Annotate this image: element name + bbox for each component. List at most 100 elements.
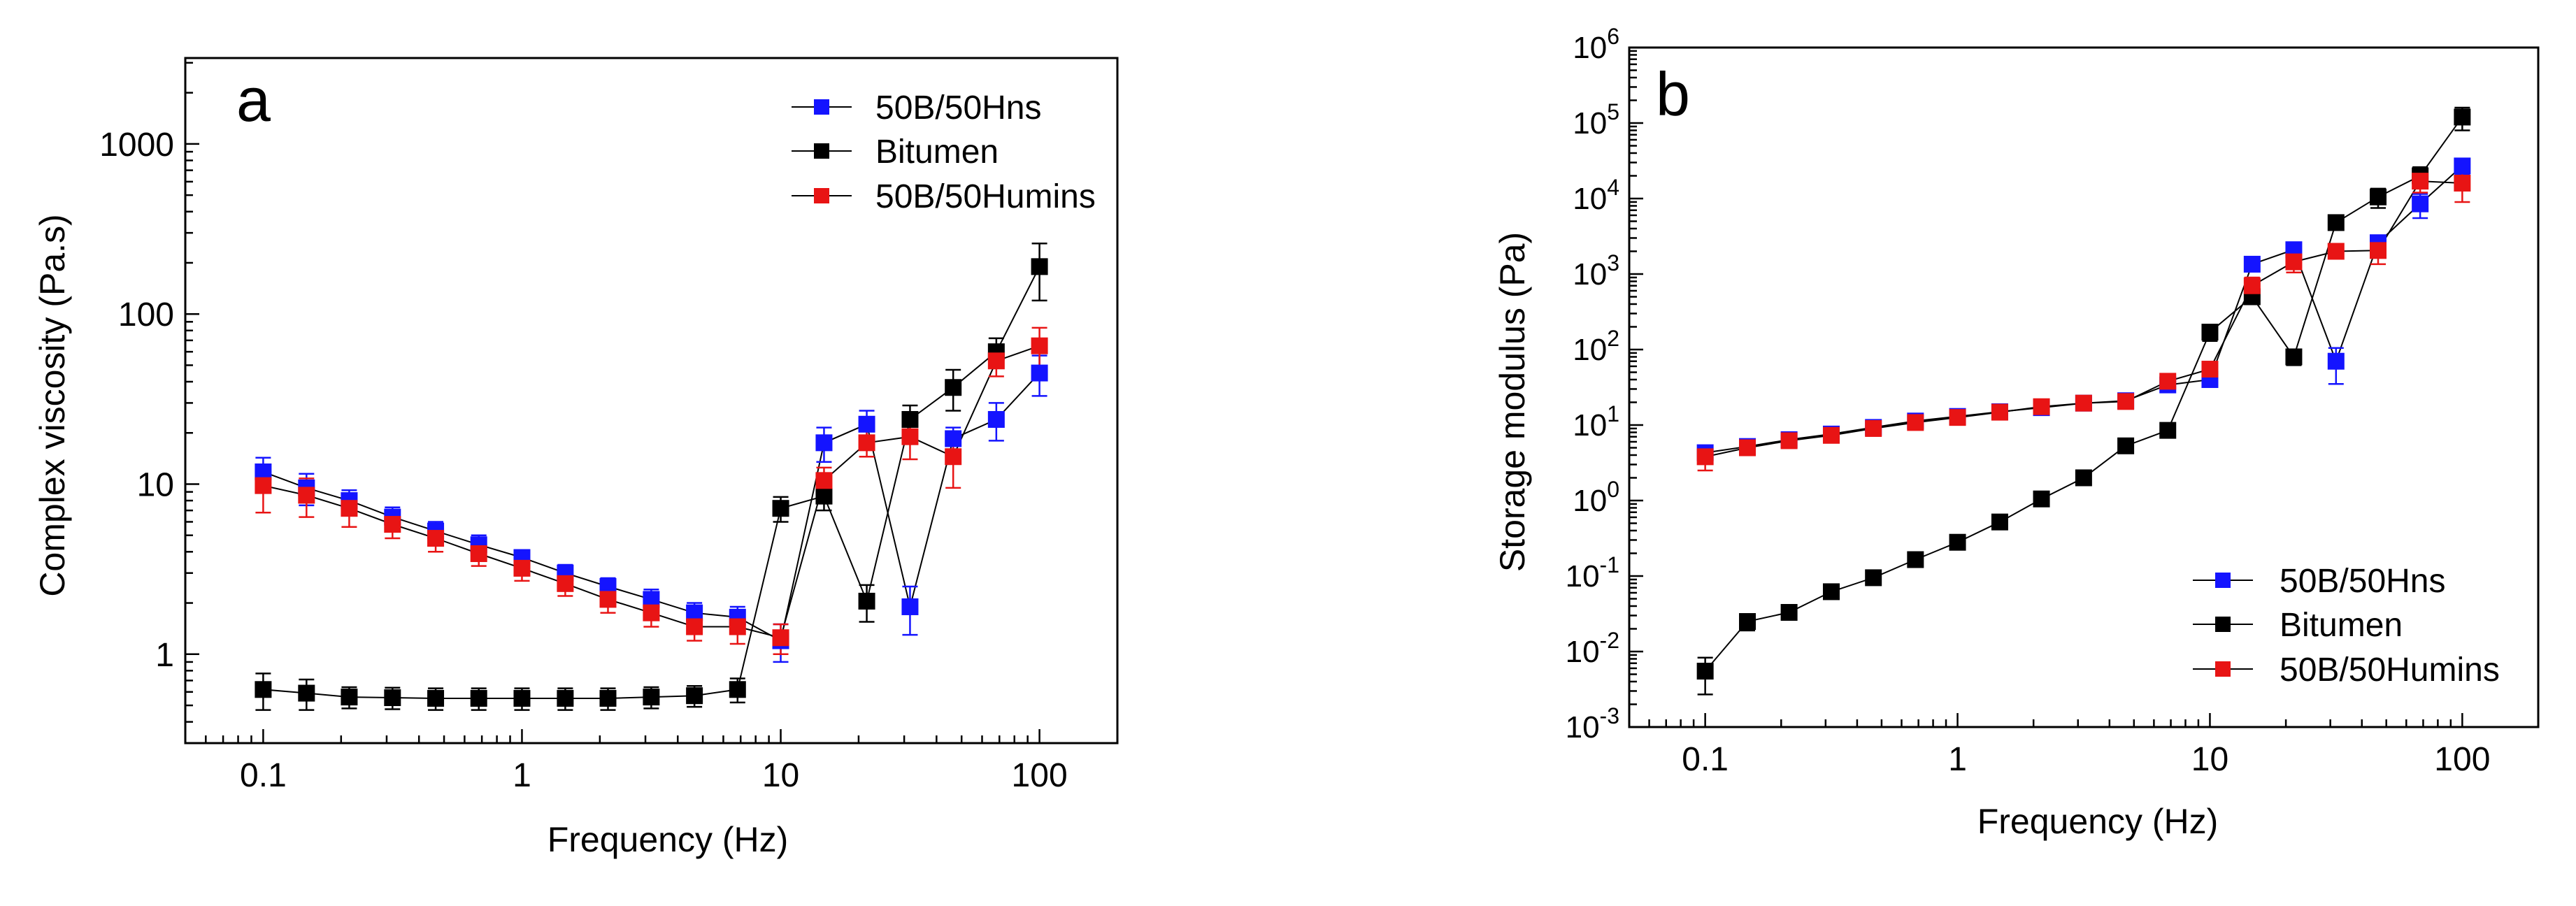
x-axis-label-a: Frequency (Hz) <box>548 820 789 859</box>
data-point-b-50b-50humins-9 <box>2075 394 2092 412</box>
y-tick-label-b-1: 10-2 <box>1566 628 1619 669</box>
data-point-b-50b-50humins-7 <box>1991 403 2008 421</box>
data-point-b-50b-50humins-2 <box>1780 432 1798 450</box>
y-tick-label-b-2: 10-1 <box>1566 552 1619 594</box>
legend-marker-a-50b-50hns <box>814 99 829 115</box>
y-tick-label-b-0: 10-3 <box>1566 703 1619 745</box>
data-point-a-bitumen-0 <box>255 681 272 698</box>
data-point-b-bitumen-0 <box>1696 663 1714 680</box>
legend-marker-b-50b-50humins <box>2215 661 2231 677</box>
data-point-a-50b-50hns-16 <box>945 430 962 447</box>
data-point-b-bitumen-6 <box>1949 533 1966 551</box>
y-axis-label-b: Storage modulus (Pa) <box>1493 232 1532 572</box>
data-point-a-bitumen-6 <box>513 689 531 707</box>
legend-label-a-50b-50humins: 50B/50Humins <box>875 178 1096 215</box>
data-point-b-50b-50hns-13 <box>2243 255 2261 273</box>
y-tick-label-a-3: 1000 <box>99 127 174 164</box>
data-point-a-50b-50hns-18 <box>1031 364 1048 382</box>
data-point-b-50b-50humins-10 <box>2117 393 2135 410</box>
data-point-b-bitumen-9 <box>2075 469 2092 487</box>
data-point-b-50b-50hns-15 <box>2327 352 2345 370</box>
data-point-b-bitumen-12 <box>2201 324 2219 341</box>
legend-label-a-50b-50hns: 50B/50Hns <box>875 89 1042 127</box>
data-point-b-bitumen-8 <box>2033 490 2050 508</box>
panel-label-b: b <box>1656 59 1690 129</box>
data-point-b-50b-50hns-17 <box>2412 195 2429 213</box>
data-point-a-bitumen-11 <box>729 681 746 698</box>
data-point-a-50b-50humins-4 <box>427 530 445 547</box>
data-point-a-50b-50humins-11 <box>729 618 746 635</box>
x-tick-label-a-3: 100 <box>1012 757 1068 794</box>
legend-entry-a-bitumen: Bitumen <box>792 134 999 171</box>
legend-marker-b-bitumen <box>2215 617 2231 632</box>
data-point-b-50b-50humins-5 <box>1907 414 1924 431</box>
data-point-b-50b-50hns-18 <box>2454 157 2471 175</box>
y-tick-label-b-6: 103 <box>1573 250 1619 292</box>
data-point-b-bitumen-10 <box>2117 437 2135 454</box>
plot-frame-b <box>1628 46 2540 728</box>
data-point-a-bitumen-2 <box>341 689 358 706</box>
data-point-b-50b-50humins-8 <box>2033 398 2050 415</box>
data-point-a-bitumen-4 <box>427 689 445 707</box>
data-point-a-50b-50humins-14 <box>858 434 875 452</box>
y-tick-label-a-1: 10 <box>137 466 174 503</box>
data-point-b-50b-50humins-1 <box>1739 439 1756 456</box>
data-point-b-50b-50humins-17 <box>2412 173 2429 190</box>
legend-entry-a-50b-50hns: 50B/50Hns <box>792 89 1042 127</box>
x-tick-label-a-2: 10 <box>762 757 799 794</box>
legend-entry-b-50b-50hns: 50B/50Hns <box>2193 563 2446 600</box>
y-tick-label-a-2: 100 <box>118 296 174 333</box>
data-point-a-bitumen-10 <box>686 687 703 705</box>
x-tick-label-b-3: 100 <box>2434 741 2490 778</box>
x-tick-label-b-0: 0.1 <box>1682 741 1729 778</box>
data-point-a-50b-50hns-14 <box>858 415 875 433</box>
data-point-b-50b-50humins-12 <box>2201 361 2219 378</box>
legend-b: 50B/50Hns Bitumen 50B/50Humins <box>2193 563 2500 689</box>
data-point-a-50b-50humins-13 <box>815 472 833 489</box>
markers-a <box>255 258 1048 707</box>
legend-label-b-bitumen: Bitumen <box>2280 607 2403 644</box>
data-point-a-50b-50humins-15 <box>901 428 919 445</box>
data-point-a-50b-50humins-18 <box>1031 337 1048 354</box>
data-point-b-50b-50humins-11 <box>2159 373 2177 390</box>
data-point-a-bitumen-14 <box>858 592 875 610</box>
y-tick-label-b-3: 100 <box>1573 477 1619 518</box>
data-point-b-bitumen-14 <box>2285 348 2303 366</box>
data-point-a-bitumen-9 <box>643 689 660 706</box>
data-point-a-50b-50humins-16 <box>945 448 962 466</box>
x-tick-label-a-0: 0.1 <box>240 757 287 794</box>
viscosity-chart: a Complex viscosity (Pa.s) Frequency (Hz… <box>33 57 1119 859</box>
legend-label-b-50b-50hns: 50B/50Hns <box>2280 563 2446 600</box>
data-point-a-50b-50humins-1 <box>298 487 315 504</box>
data-point-b-50b-50humins-15 <box>2327 243 2345 260</box>
data-point-b-50b-50humins-6 <box>1949 409 1966 426</box>
data-point-a-50b-50humins-7 <box>557 575 574 592</box>
data-point-b-50b-50humins-3 <box>1822 426 1840 444</box>
data-point-b-50b-50humins-14 <box>2285 253 2303 271</box>
data-point-b-bitumen-11 <box>2159 422 2177 439</box>
legend-a: 50B/50Hns Bitumen 50B/50Humins <box>792 89 1096 215</box>
data-point-a-50b-50humins-2 <box>341 500 358 517</box>
data-point-a-bitumen-15 <box>901 410 919 428</box>
data-point-b-bitumen-7 <box>1991 513 2008 531</box>
y-tick-label-b-5: 102 <box>1573 326 1619 367</box>
ticks-a: 0.1 1 10 100 1 10 100 1000 <box>99 62 1119 794</box>
storage-modulus-chart: b Storage modulus (Pa) Frequency (Hz) 0.… <box>1493 24 2540 841</box>
legend-entry-a-50b-50humins: 50B/50Humins <box>792 178 1096 215</box>
data-point-b-50b-50humins-0 <box>1696 448 1714 466</box>
markers-b <box>1696 108 2471 680</box>
plot-frame-a <box>184 57 1119 745</box>
data-point-b-50b-50humins-13 <box>2243 277 2261 294</box>
data-point-a-50b-50humins-3 <box>384 516 401 533</box>
data-point-a-50b-50humins-5 <box>470 545 487 562</box>
legend-marker-a-50b-50humins <box>814 188 829 203</box>
data-point-b-bitumen-5 <box>1907 551 1924 568</box>
data-point-a-50b-50humins-8 <box>599 591 617 608</box>
legend-marker-a-bitumen <box>814 143 829 159</box>
data-point-a-50b-50humins-9 <box>643 604 660 621</box>
data-point-b-bitumen-15 <box>2327 214 2345 231</box>
y-tick-label-b-8: 105 <box>1573 99 1619 141</box>
legend-entry-b-50b-50humins: 50B/50Humins <box>2193 652 2500 689</box>
